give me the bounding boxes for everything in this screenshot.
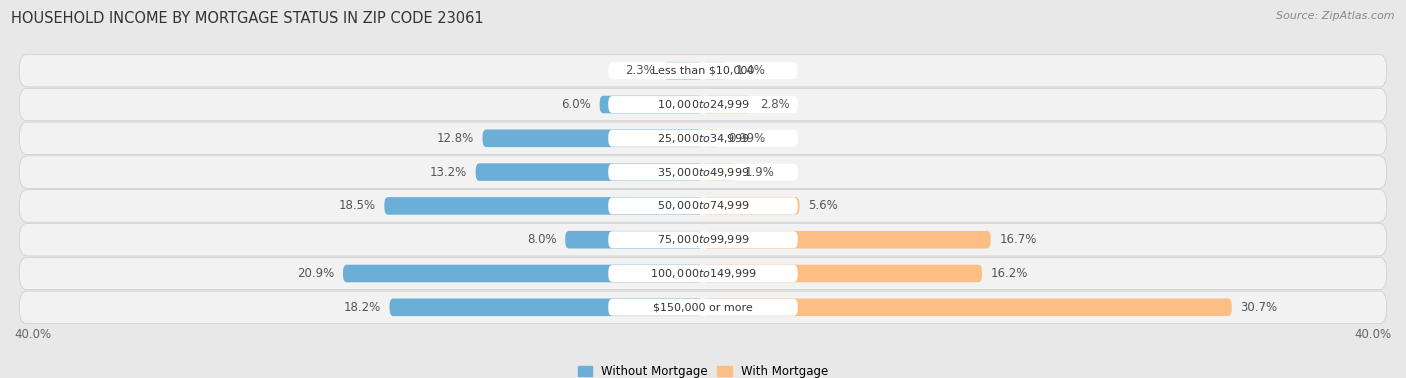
FancyBboxPatch shape	[609, 130, 797, 147]
FancyBboxPatch shape	[20, 88, 1386, 121]
Text: $75,000 to $99,999: $75,000 to $99,999	[657, 233, 749, 246]
Text: 30.7%: 30.7%	[1240, 301, 1278, 314]
Text: Source: ZipAtlas.com: Source: ZipAtlas.com	[1277, 11, 1395, 21]
FancyBboxPatch shape	[565, 231, 703, 248]
FancyBboxPatch shape	[20, 190, 1386, 222]
FancyBboxPatch shape	[384, 197, 703, 215]
FancyBboxPatch shape	[703, 265, 981, 282]
Text: $50,000 to $74,999: $50,000 to $74,999	[657, 200, 749, 212]
Legend: Without Mortgage, With Mortgage: Without Mortgage, With Mortgage	[578, 366, 828, 378]
FancyBboxPatch shape	[389, 299, 703, 316]
Text: $150,000 or more: $150,000 or more	[654, 302, 752, 312]
Text: 12.8%: 12.8%	[437, 132, 474, 145]
Text: 6.0%: 6.0%	[561, 98, 591, 111]
FancyBboxPatch shape	[609, 96, 797, 113]
FancyBboxPatch shape	[20, 257, 1386, 290]
Text: 2.8%: 2.8%	[759, 98, 790, 111]
FancyBboxPatch shape	[703, 96, 751, 113]
Text: Less than $10,000: Less than $10,000	[652, 66, 754, 76]
Text: $100,000 to $149,999: $100,000 to $149,999	[650, 267, 756, 280]
Text: 40.0%: 40.0%	[14, 328, 51, 341]
Text: 18.5%: 18.5%	[339, 200, 375, 212]
FancyBboxPatch shape	[609, 62, 797, 79]
Text: 5.6%: 5.6%	[808, 200, 838, 212]
FancyBboxPatch shape	[609, 197, 797, 214]
FancyBboxPatch shape	[703, 299, 1232, 316]
Text: 40.0%: 40.0%	[1355, 328, 1392, 341]
FancyBboxPatch shape	[703, 197, 800, 215]
FancyBboxPatch shape	[703, 130, 720, 147]
FancyBboxPatch shape	[343, 265, 703, 282]
Text: 1.9%: 1.9%	[744, 166, 775, 178]
Text: $25,000 to $34,999: $25,000 to $34,999	[657, 132, 749, 145]
Text: 16.7%: 16.7%	[1000, 233, 1036, 246]
Text: HOUSEHOLD INCOME BY MORTGAGE STATUS IN ZIP CODE 23061: HOUSEHOLD INCOME BY MORTGAGE STATUS IN Z…	[11, 11, 484, 26]
FancyBboxPatch shape	[703, 163, 735, 181]
FancyBboxPatch shape	[609, 299, 797, 316]
Text: $10,000 to $24,999: $10,000 to $24,999	[657, 98, 749, 111]
FancyBboxPatch shape	[599, 96, 703, 113]
Text: 13.2%: 13.2%	[430, 166, 467, 178]
FancyBboxPatch shape	[20, 54, 1386, 87]
Text: 16.2%: 16.2%	[991, 267, 1028, 280]
FancyBboxPatch shape	[609, 265, 797, 282]
Text: 8.0%: 8.0%	[527, 233, 557, 246]
FancyBboxPatch shape	[609, 231, 797, 248]
FancyBboxPatch shape	[20, 156, 1386, 188]
FancyBboxPatch shape	[20, 223, 1386, 256]
FancyBboxPatch shape	[20, 122, 1386, 155]
Text: $35,000 to $49,999: $35,000 to $49,999	[657, 166, 749, 178]
FancyBboxPatch shape	[482, 130, 703, 147]
FancyBboxPatch shape	[20, 291, 1386, 324]
FancyBboxPatch shape	[609, 164, 797, 181]
FancyBboxPatch shape	[703, 231, 991, 248]
FancyBboxPatch shape	[664, 62, 703, 79]
Text: 18.2%: 18.2%	[343, 301, 381, 314]
FancyBboxPatch shape	[703, 62, 727, 79]
Text: 0.99%: 0.99%	[728, 132, 766, 145]
Text: 2.3%: 2.3%	[626, 64, 655, 77]
Text: 1.4%: 1.4%	[735, 64, 766, 77]
Text: 20.9%: 20.9%	[297, 267, 335, 280]
FancyBboxPatch shape	[475, 163, 703, 181]
